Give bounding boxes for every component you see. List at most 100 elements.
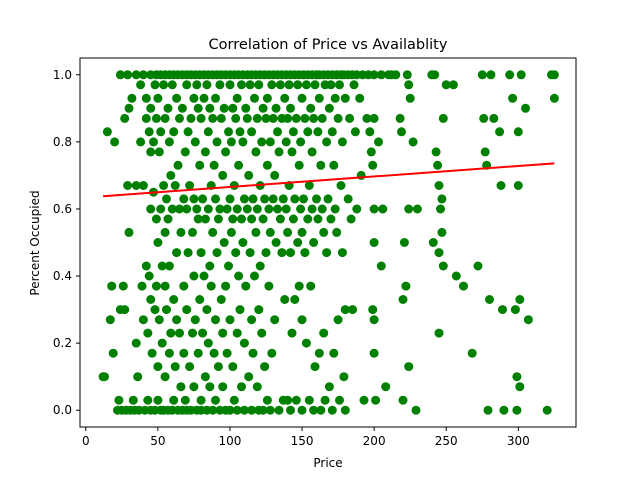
data-point: [131, 70, 141, 80]
data-point: [268, 113, 278, 123]
data-point: [160, 113, 170, 123]
data-point: [254, 80, 264, 90]
data-point: [136, 80, 146, 90]
data-point: [102, 127, 112, 137]
data-point: [330, 93, 340, 103]
data-point: [437, 194, 447, 204]
data-point: [162, 194, 171, 204]
x-tick-label: 250: [435, 434, 458, 448]
data-point: [222, 348, 232, 358]
data-point: [297, 405, 307, 415]
data-point: [319, 227, 329, 237]
data-point: [162, 305, 171, 315]
data-point: [340, 405, 350, 415]
data-point: [333, 315, 343, 325]
data-point: [376, 70, 386, 80]
data-point: [151, 113, 161, 123]
data-point: [202, 305, 212, 315]
data-point: [153, 93, 163, 103]
data-point: [404, 80, 414, 90]
data-point: [232, 328, 242, 338]
data-point: [254, 305, 264, 315]
data-point: [247, 315, 257, 325]
x-tick-label: 300: [507, 434, 530, 448]
data-point: [397, 127, 406, 137]
data-point: [234, 160, 244, 170]
data-point: [301, 338, 311, 348]
data-point: [248, 194, 258, 204]
data-point: [258, 405, 268, 415]
data-point: [151, 281, 161, 291]
data-point: [436, 204, 445, 214]
data-point: [317, 204, 327, 214]
data-point: [512, 405, 522, 415]
data-point: [141, 93, 151, 103]
data-point: [208, 227, 218, 237]
data-point: [198, 328, 208, 338]
data-point: [408, 137, 418, 147]
data-point: [146, 295, 156, 304]
data-point: [433, 160, 443, 170]
data-point: [144, 271, 154, 281]
data-point: [301, 80, 311, 90]
data-point: [154, 147, 164, 157]
data-point: [229, 395, 239, 405]
plot-frame: [79, 57, 577, 428]
data-point: [239, 194, 249, 204]
data-point: [312, 194, 321, 204]
data-point: [248, 348, 258, 358]
data-point: [224, 261, 233, 271]
data-point: [261, 113, 271, 123]
data-point: [225, 315, 235, 325]
data-point: [237, 80, 246, 90]
data-point: [239, 338, 249, 348]
data-point: [498, 305, 507, 315]
data-point: [159, 80, 169, 90]
data-point: [286, 248, 295, 258]
data-point: [467, 348, 477, 358]
data-point: [209, 348, 219, 358]
x-axis-ticks: 0 50 100 150 200 250 300: [82, 427, 530, 448]
data-point: [489, 113, 499, 123]
data-point: [188, 227, 197, 237]
data-point: [297, 315, 307, 325]
data-point: [131, 181, 141, 190]
data-point: [324, 382, 334, 392]
data-point: [314, 93, 324, 103]
data-point: [267, 348, 277, 358]
data-point: [294, 281, 304, 291]
data-point: [434, 248, 444, 258]
data-point: [146, 147, 156, 157]
x-axis-label: Price: [313, 456, 342, 470]
data-point: [293, 80, 303, 90]
data-point: [286, 103, 295, 113]
data-point: [141, 113, 151, 123]
data-point: [437, 227, 447, 237]
data-point: [327, 405, 337, 415]
data-point: [374, 137, 383, 147]
data-point: [362, 113, 372, 123]
data-point: [264, 204, 274, 214]
data-point: [192, 204, 202, 214]
data-point: [189, 382, 199, 392]
data-point: [179, 348, 189, 358]
data-point: [189, 271, 199, 281]
data-point: [153, 362, 163, 372]
data-point: [261, 248, 271, 258]
data-point: [225, 405, 235, 415]
data-point: [307, 147, 317, 157]
data-point: [169, 127, 179, 137]
data-point: [369, 204, 379, 214]
data-point: [294, 160, 304, 170]
data-point: [273, 127, 282, 137]
data-point: [237, 214, 246, 224]
data-point: [164, 348, 174, 358]
data-point: [300, 248, 310, 258]
data-point: [176, 227, 186, 237]
data-point: [365, 127, 375, 137]
data-point: [167, 204, 177, 214]
y-axis-label: Percent Occupied: [28, 190, 42, 295]
data-point: [265, 227, 275, 237]
data-point: [164, 261, 174, 271]
data-point: [175, 328, 184, 338]
